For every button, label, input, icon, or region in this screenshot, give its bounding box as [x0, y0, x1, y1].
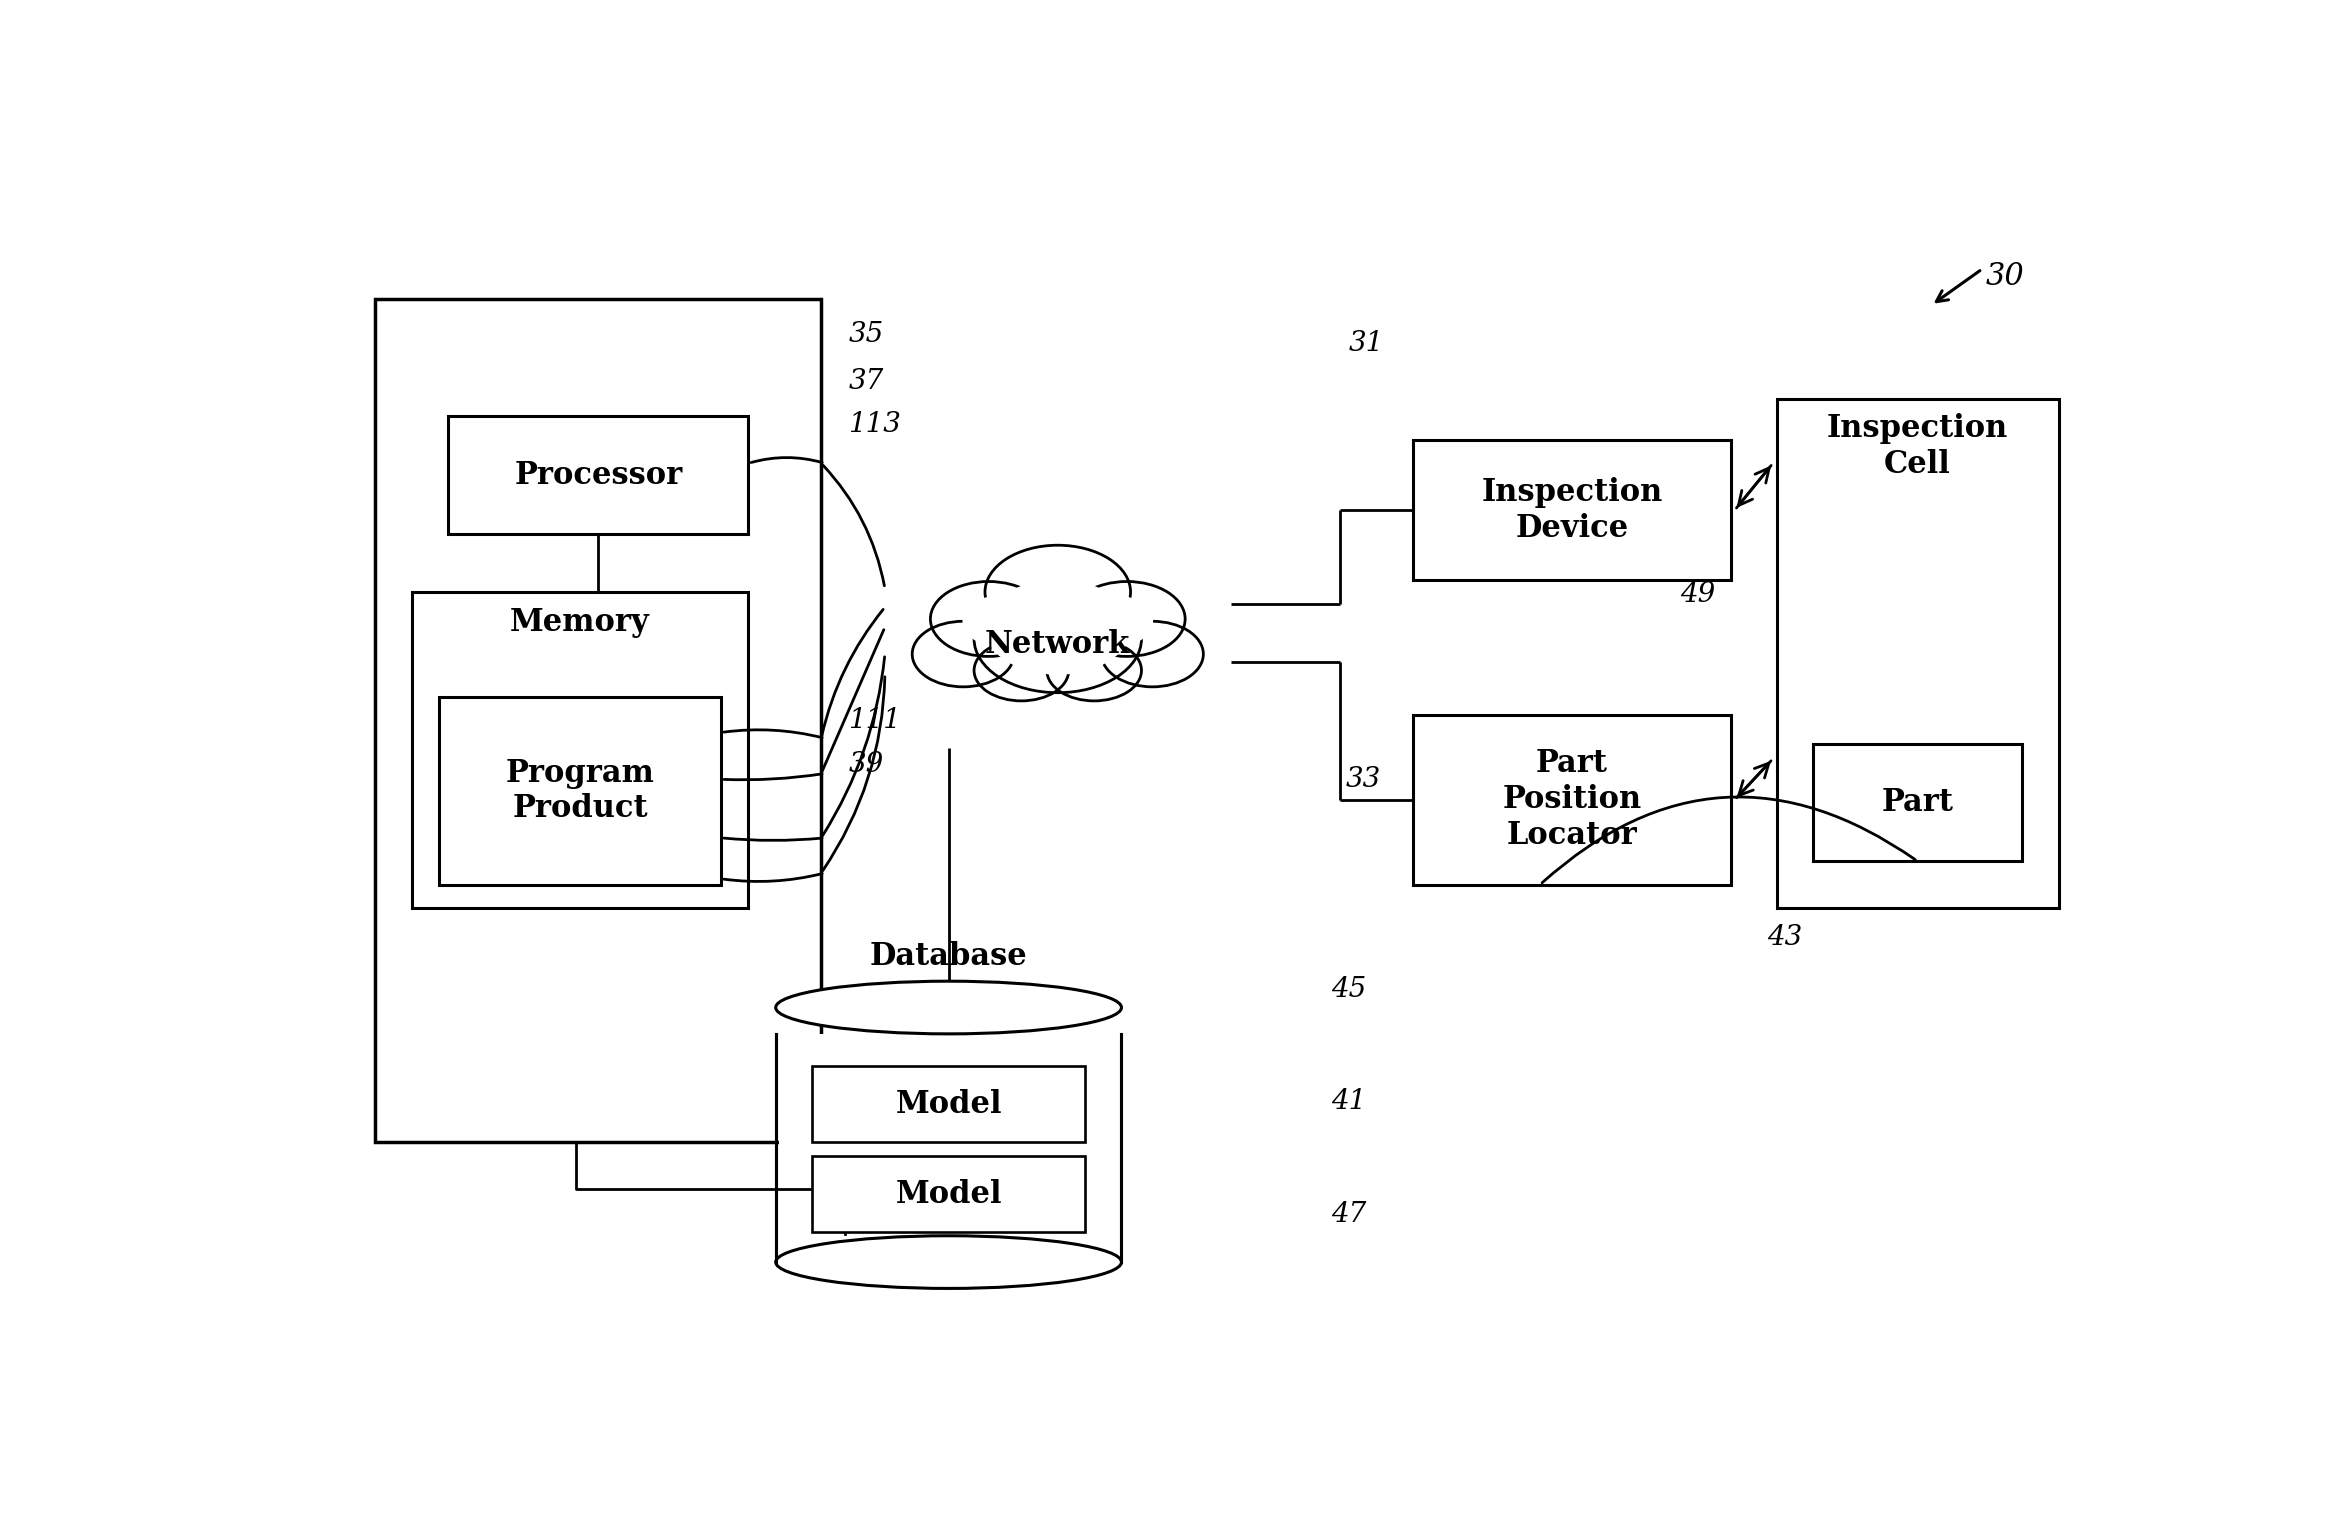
- Bar: [1777, 398, 2059, 907]
- Bar: [780, 1034, 1118, 1262]
- Circle shape: [913, 622, 1014, 687]
- Text: 33: 33: [1345, 766, 1381, 793]
- Bar: [1813, 745, 2022, 862]
- Circle shape: [1101, 622, 1205, 687]
- Text: 30: 30: [1986, 260, 2024, 292]
- Circle shape: [1073, 596, 1153, 648]
- Bar: [411, 591, 749, 907]
- Text: 31: 31: [1350, 330, 1385, 357]
- Text: 49: 49: [1681, 581, 1716, 608]
- Bar: [376, 299, 822, 1142]
- Ellipse shape: [775, 1236, 1122, 1289]
- Bar: [439, 698, 721, 885]
- Bar: [1413, 439, 1730, 581]
- Circle shape: [1068, 582, 1186, 657]
- Circle shape: [984, 581, 1132, 673]
- Circle shape: [984, 546, 1132, 638]
- Text: 37: 37: [848, 368, 883, 395]
- Circle shape: [974, 585, 1141, 693]
- Text: 43: 43: [1768, 924, 1803, 952]
- Circle shape: [974, 640, 1068, 701]
- Bar: [812, 1157, 1085, 1233]
- Text: Part
Position
Locator: Part Position Locator: [1503, 748, 1641, 851]
- Text: 47: 47: [1331, 1201, 1367, 1228]
- Ellipse shape: [775, 982, 1122, 1034]
- Text: 113: 113: [848, 412, 902, 438]
- Bar: [812, 1067, 1085, 1143]
- Text: 35: 35: [848, 321, 883, 348]
- Text: Program
Product: Program Product: [505, 757, 655, 824]
- Text: 111: 111: [848, 707, 902, 734]
- Text: Inspection
Cell: Inspection Cell: [1827, 413, 2008, 480]
- Circle shape: [963, 596, 1043, 648]
- Text: 41: 41: [1331, 1088, 1367, 1114]
- Bar: [1413, 714, 1730, 885]
- Text: Model: Model: [895, 1088, 1003, 1120]
- Text: Database: Database: [869, 941, 1028, 971]
- Text: 45: 45: [1331, 976, 1367, 1003]
- Text: 39: 39: [848, 751, 883, 778]
- Text: Memory: Memory: [510, 608, 650, 638]
- Text: Inspection
Device: Inspection Device: [1482, 477, 1662, 544]
- Text: Processor: Processor: [514, 459, 683, 491]
- Text: Part: Part: [1881, 787, 1954, 818]
- Circle shape: [1047, 640, 1141, 701]
- Bar: [448, 416, 749, 534]
- Text: Network: Network: [986, 629, 1129, 660]
- Circle shape: [930, 582, 1047, 657]
- Text: Model: Model: [895, 1178, 1003, 1210]
